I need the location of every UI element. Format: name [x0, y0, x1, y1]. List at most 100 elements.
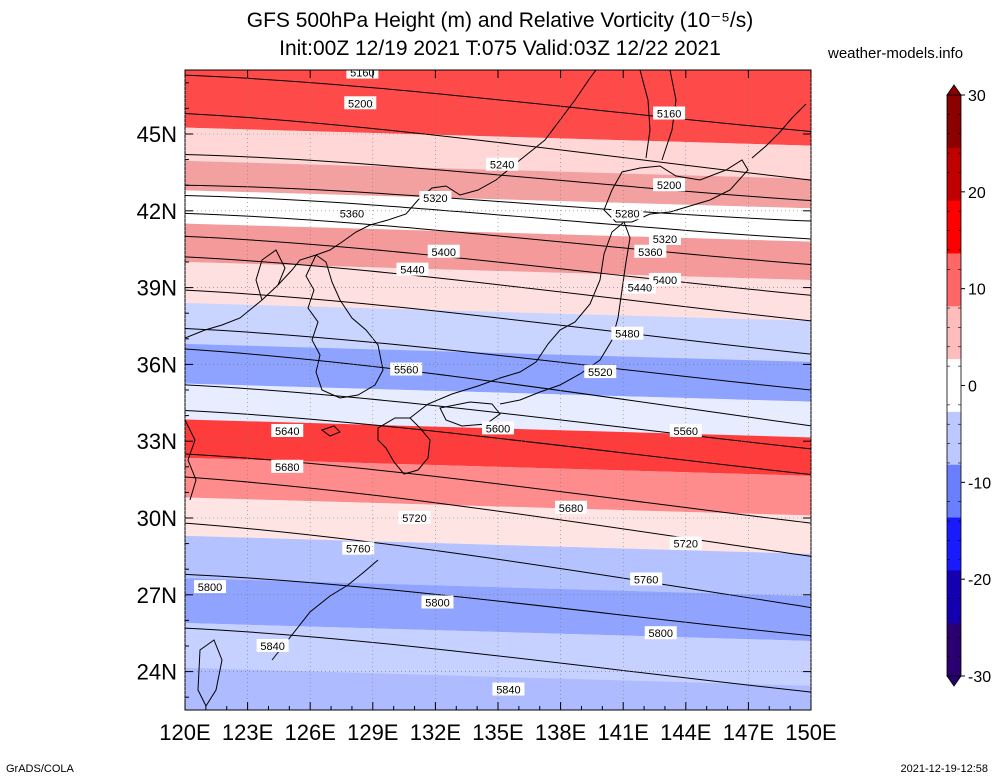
colorbar-segment	[947, 411, 961, 466]
height-contour	[185, 212, 811, 266]
kuril-islands	[751, 103, 807, 159]
height-contour	[185, 153, 811, 202]
lon-tick-label: 138E	[535, 720, 586, 745]
colorbar-tick-label: 10	[968, 282, 986, 299]
coastlines	[185, 70, 807, 708]
vorticity-band	[185, 302, 811, 362]
software-credit: GrADS/COLA	[6, 763, 74, 775]
contour-label: 5280	[615, 208, 639, 220]
chart-title: GFS 500hPa Height (m) and Relative Vorti…	[246, 9, 754, 32]
taiwan-coast	[197, 639, 223, 708]
contour-label-bg	[644, 626, 677, 640]
vorticity-band	[185, 70, 811, 146]
longitude-axis: 120E 123E 126E 129E 132E 135E 138E 141E 144E 147E…	[159, 70, 837, 745]
contour-label: 5480	[615, 329, 639, 341]
contour-label-bg	[611, 326, 644, 340]
lat-tick-label: 24N	[137, 660, 177, 685]
contour-label-bg	[623, 280, 656, 294]
lon-tick-label: 123E	[222, 720, 273, 745]
lon-tick-label: 135E	[472, 720, 523, 745]
contour-label-bg	[335, 206, 368, 220]
lon-tick-label: 141E	[598, 720, 649, 745]
contour-label: 5800	[425, 597, 449, 609]
lat-tick-label: 30N	[137, 506, 177, 531]
contour-label-bg	[653, 178, 686, 192]
height-contour	[185, 348, 811, 427]
contour-label-bg	[427, 244, 460, 258]
contour-label: 5200	[657, 180, 681, 192]
east-china-coast	[185, 419, 197, 501]
honshu-coast	[409, 221, 631, 419]
lat-tick-label: 33N	[137, 429, 177, 454]
contour-label-bg	[634, 244, 667, 258]
contour-label-bg	[271, 423, 304, 437]
contour-label: 5560	[674, 426, 698, 438]
contour-label: 5800	[198, 582, 222, 594]
contour-label-bg	[555, 500, 588, 514]
lon-tick-label: 132E	[410, 720, 461, 745]
contour-label-bg	[421, 595, 454, 609]
colorbar-segment	[947, 306, 961, 360]
lon-tick-label: 144E	[660, 720, 711, 745]
lat-tick-label: 45N	[137, 122, 177, 147]
contour-label-bg	[584, 365, 617, 379]
contour-label: 5680	[559, 503, 583, 515]
lon-tick-label: 129E	[347, 720, 398, 745]
bohai-coast	[255, 249, 286, 301]
contour-label: 5440	[628, 283, 652, 295]
vorticity-band	[185, 497, 811, 554]
contour-label: 5360	[340, 208, 364, 220]
colorbar-segment	[947, 147, 961, 202]
lat-tick-label: 36N	[137, 352, 177, 377]
contour-label: 5440	[400, 265, 424, 277]
contour-label: 5680	[275, 462, 299, 474]
contour-label: 5840	[496, 685, 520, 697]
contour-label-bg	[398, 511, 431, 524]
height-contour	[185, 409, 811, 475]
colorbar-top-arrow	[946, 84, 962, 96]
contour-label-bg	[669, 536, 702, 550]
contour-label-bg	[482, 421, 514, 435]
contour-label-bg	[396, 262, 429, 276]
contour-label-bg	[390, 362, 423, 376]
lon-tick-label: 120E	[159, 720, 210, 745]
contour-label: 5560	[394, 365, 418, 377]
colorbar-tick-label: -20	[968, 572, 991, 589]
height-contour	[185, 328, 811, 391]
contour-label: 5320	[653, 234, 677, 246]
colorbar-segment	[947, 623, 961, 677]
contour-label: 5720	[402, 513, 426, 525]
vorticity-band	[185, 419, 811, 476]
colorbar-segment	[947, 95, 961, 149]
contour-label: 5760	[346, 544, 370, 556]
contour-label-bg	[194, 580, 227, 594]
colorbar: 30 20 10 0 -10 -20 -30	[946, 84, 991, 687]
colorbar-bottom-arrow	[946, 675, 962, 687]
height-contour	[185, 522, 811, 609]
contour-label: 5600	[486, 423, 510, 435]
height-contour	[185, 74, 811, 132]
height-contour	[185, 256, 811, 322]
contour-label: 5400	[653, 275, 677, 287]
vorticity-band	[185, 343, 811, 402]
lat-tick-label: 42N	[137, 199, 177, 224]
height-contour	[185, 194, 811, 240]
contour-label: 5400	[432, 247, 456, 259]
contour-label: 5760	[634, 574, 658, 586]
colorbar-tick-label: -30	[968, 669, 991, 686]
timestamp: 2021-12-19-12:58	[900, 763, 988, 775]
latitude-axis: 24N 27N 30N 33N 36N 39N 42N 45N	[137, 82, 811, 698]
shikoku-coast	[439, 401, 501, 427]
vorticity-band	[185, 160, 811, 209]
contour-label-bg	[346, 70, 379, 79]
colorbar-tick-label: 20	[968, 185, 986, 202]
contour-label-bg	[492, 682, 525, 696]
height-contour	[185, 184, 811, 222]
contour-label: 5840	[260, 641, 284, 653]
contour-label-bg	[611, 206, 644, 220]
height-contour	[185, 289, 811, 355]
height-contour	[185, 384, 811, 450]
jeju	[320, 425, 341, 437]
height-contour	[185, 476, 811, 557]
chart-subtitle: Init:00Z 12/19 2021 T:075 Valid:03Z 12/2…	[279, 37, 721, 60]
